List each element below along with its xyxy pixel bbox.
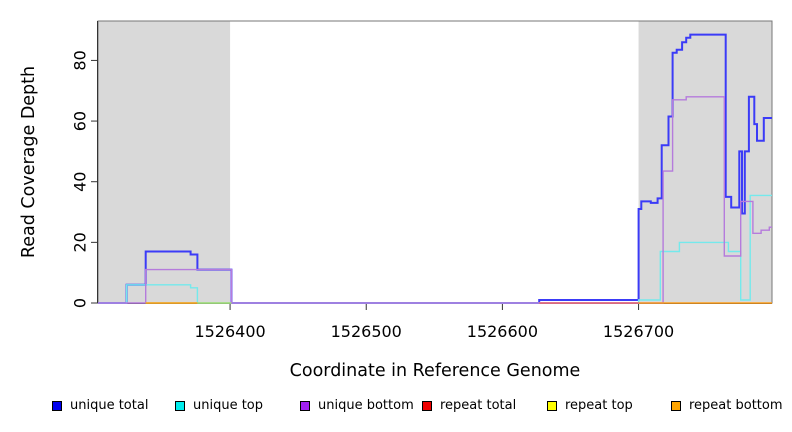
legend-label: repeat total (440, 398, 517, 413)
legend-label: unique top (193, 398, 264, 413)
y-tick-label: 20 (71, 232, 90, 252)
y-tick-label: 40 (71, 172, 90, 192)
legend-swatch-repeat-bottom (671, 401, 681, 411)
legend-label: repeat top (565, 398, 633, 413)
shaded-region-left (98, 21, 231, 303)
legend-swatch-repeat-total (422, 401, 432, 411)
legend-swatch-repeat-top (547, 401, 557, 411)
coverage-line-unique-top (98, 194, 772, 304)
legend-item-unique-top: unique top (175, 397, 263, 415)
legend-swatch-unique-total (52, 401, 62, 411)
y-tick-label: 60 (71, 111, 90, 131)
x-axis-title: Coordinate in Reference Genome (289, 361, 581, 381)
x-tick-label: 1526500 (331, 322, 402, 341)
x-tick-label: 1526600 (467, 322, 538, 341)
y-tick-label: 80 (71, 50, 90, 70)
x-tick-label: 1526700 (603, 322, 674, 341)
y-tick-label: 0 (71, 298, 90, 308)
legend-label: repeat bottom (689, 398, 783, 413)
legend-swatch-unique-bottom (300, 401, 310, 411)
chart-legend: unique total unique top unique bottom repea… (0, 397, 792, 419)
legend-label: unique total (70, 398, 149, 413)
legend-item-repeat-total: repeat total (422, 397, 516, 415)
coverage-line-unique-bottom (98, 96, 772, 304)
x-tick-label: 1526400 (194, 322, 265, 341)
legend-label: unique bottom (318, 398, 414, 413)
legend-item-repeat-top: repeat top (547, 397, 633, 415)
legend-item-repeat-bottom: repeat bottom (671, 397, 783, 415)
legend-item-unique-bottom: unique bottom (300, 397, 414, 415)
legend-item-unique-total: unique total (52, 397, 148, 415)
y-axis-title: Read Coverage Depth (19, 65, 39, 259)
shaded-region-right (638, 21, 772, 303)
legend-swatch-unique-top (175, 401, 185, 411)
